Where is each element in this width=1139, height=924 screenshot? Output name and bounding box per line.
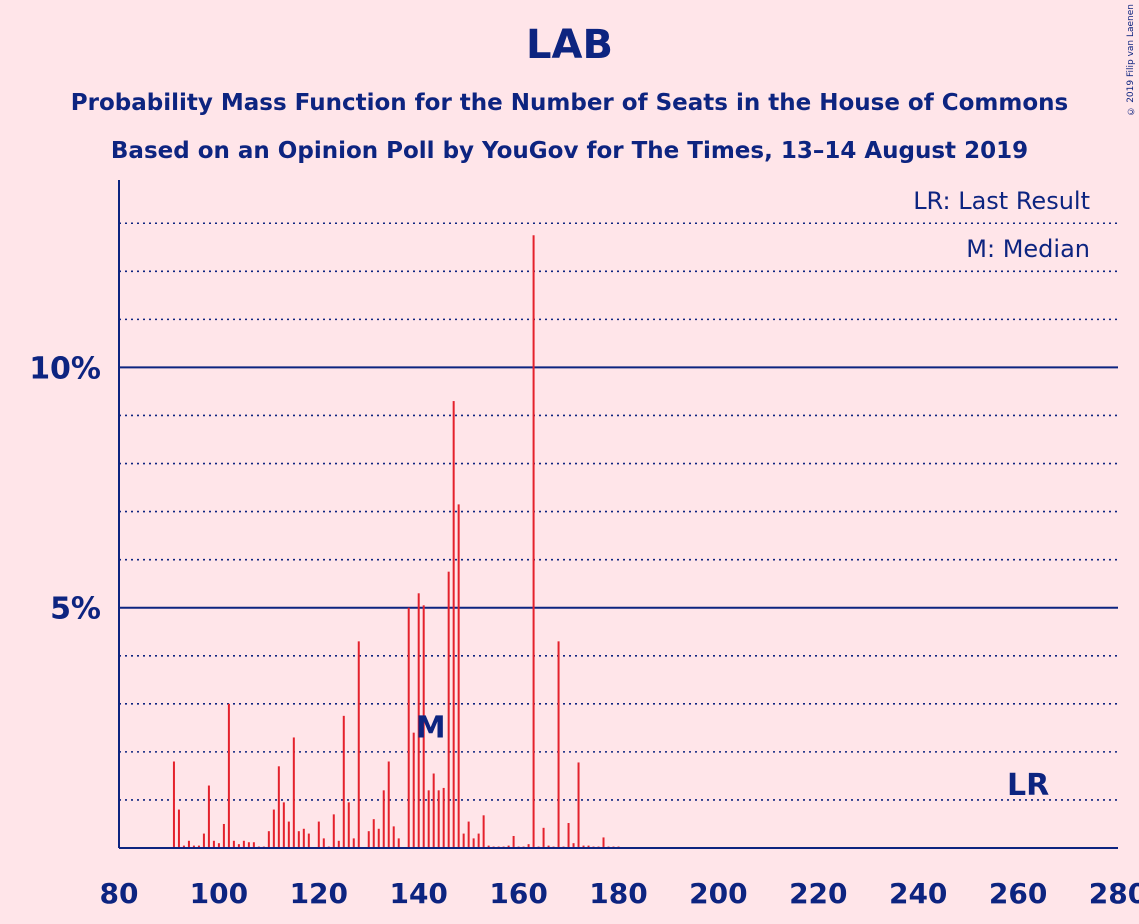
bar-seat-95: [192, 845, 195, 848]
bar-seat-170: [567, 823, 570, 848]
x-tick-label: 160: [489, 877, 547, 910]
bar-seat-94: [187, 840, 190, 848]
bar-seat-149: [462, 833, 465, 848]
bar-seat-144: [437, 790, 440, 848]
bar-seat-162: [527, 844, 530, 848]
bar-seat-113: [282, 802, 285, 848]
bar-seat-151: [472, 838, 475, 848]
axes: [118, 180, 1118, 849]
bar-seat-173: [582, 845, 585, 848]
bar-seat-105: [242, 840, 245, 848]
x-tick-label: 280: [1089, 877, 1139, 910]
bar-seat-98: [207, 785, 210, 848]
bar-seat-132: [377, 828, 380, 848]
bar-seat-92: [177, 809, 180, 848]
legend: LR: Last Result M: Median: [913, 187, 1090, 263]
bar-seat-112: [277, 766, 280, 848]
bar-seat-93: [182, 845, 185, 848]
bar-seat-172: [577, 762, 580, 848]
bar-seat-123: [332, 814, 335, 848]
bar-seat-126: [347, 802, 350, 848]
bar-seat-131: [372, 819, 375, 848]
bar-seat-136: [397, 838, 400, 848]
bar-seat-145: [442, 787, 445, 848]
bar-seat-114: [287, 821, 290, 848]
bar-seat-150: [467, 821, 470, 848]
bar-seat-141: [422, 605, 425, 848]
bar-seat-174: [587, 845, 590, 848]
bar-seat-96: [197, 845, 200, 848]
bar-seat-158: [507, 845, 510, 848]
bar-seat-99: [212, 840, 215, 848]
bar-seat-102: [227, 703, 230, 848]
bar-seat-140: [417, 593, 420, 848]
bar-seat-118: [307, 833, 310, 848]
legend-entry: M: Median: [966, 235, 1090, 263]
bar-seat-152: [477, 833, 480, 848]
chart-subtitle-line-2: Based on an Opinion Poll by YouGov for T…: [110, 138, 1029, 164]
legend-entry: LR: Last Result: [913, 187, 1090, 215]
bar-seat-115: [292, 737, 295, 848]
x-tick-label: 140: [389, 877, 447, 910]
bar-seat-106: [247, 842, 250, 848]
bar-seat-148: [457, 504, 460, 848]
bar-seat-120: [317, 821, 320, 848]
bar-seat-103: [232, 840, 235, 848]
bar-seat-107: [252, 842, 255, 848]
bar-seat-147: [452, 401, 455, 848]
bar-seat-163: [532, 235, 535, 849]
bar-seat-153: [482, 815, 485, 848]
bar-seat-166: [547, 845, 550, 848]
x-tick-label: 200: [689, 877, 747, 910]
bar-seat-111: [272, 809, 275, 848]
bar-seat-128: [357, 641, 360, 848]
x-tick-label: 240: [889, 877, 947, 910]
bar-seat-116: [297, 831, 300, 848]
x-tick-label: 220: [789, 877, 847, 910]
bar-seat-130: [367, 831, 370, 848]
bar-seat-139: [412, 732, 415, 848]
markers: M LR: [416, 710, 1049, 803]
bar-seat-91: [172, 761, 175, 848]
bar-seat-165: [542, 827, 545, 848]
bar-seat-117: [302, 828, 305, 848]
bar-seat-135: [392, 826, 395, 848]
x-tick-label: 80: [100, 877, 139, 910]
x-tick-label: 120: [290, 877, 348, 910]
bar-seat-121: [322, 838, 325, 848]
bar-seat-133: [382, 790, 385, 848]
bar-seat-127: [352, 838, 355, 848]
chart-subtitle-line-1: Probability Mass Function for the Number…: [70, 90, 1069, 116]
bar-seat-143: [432, 773, 435, 848]
bar-seat-101: [222, 823, 225, 848]
bar-seat-134: [387, 761, 390, 848]
bar-seat-168: [557, 641, 560, 848]
x-tick-label: 180: [589, 877, 647, 910]
y-tick-labels: 5% 10%: [29, 351, 101, 626]
x-tick-labels: 80 100 120 140 160 180 200 220 240 260 280: [100, 877, 1139, 910]
bar-seat-142: [427, 790, 430, 848]
bar-seat-97: [202, 833, 205, 848]
bar-seat-104: [237, 844, 240, 848]
bar-seat-125: [342, 715, 345, 848]
bar-seat-124: [337, 840, 340, 848]
median-marker: M: [416, 710, 446, 745]
y-tick-label: 10%: [29, 351, 101, 386]
bar-seat-171: [572, 843, 575, 848]
bar-seat-146: [447, 571, 450, 848]
last-result-marker: LR: [1007, 768, 1049, 803]
x-tick-label: 260: [989, 877, 1047, 910]
bar-seat-177: [602, 837, 605, 848]
gridlines: [119, 222, 1118, 801]
bar-series: [172, 235, 645, 849]
bar-seat-100: [217, 843, 220, 848]
chart-title: LAB: [526, 22, 613, 68]
bar-seat-138: [407, 607, 410, 848]
bar-seat-154: [487, 845, 490, 848]
x-tick-label: 100: [190, 877, 248, 910]
y-tick-label: 5%: [50, 592, 101, 627]
bar-seat-110: [267, 831, 270, 848]
bar-seat-159: [512, 835, 515, 848]
